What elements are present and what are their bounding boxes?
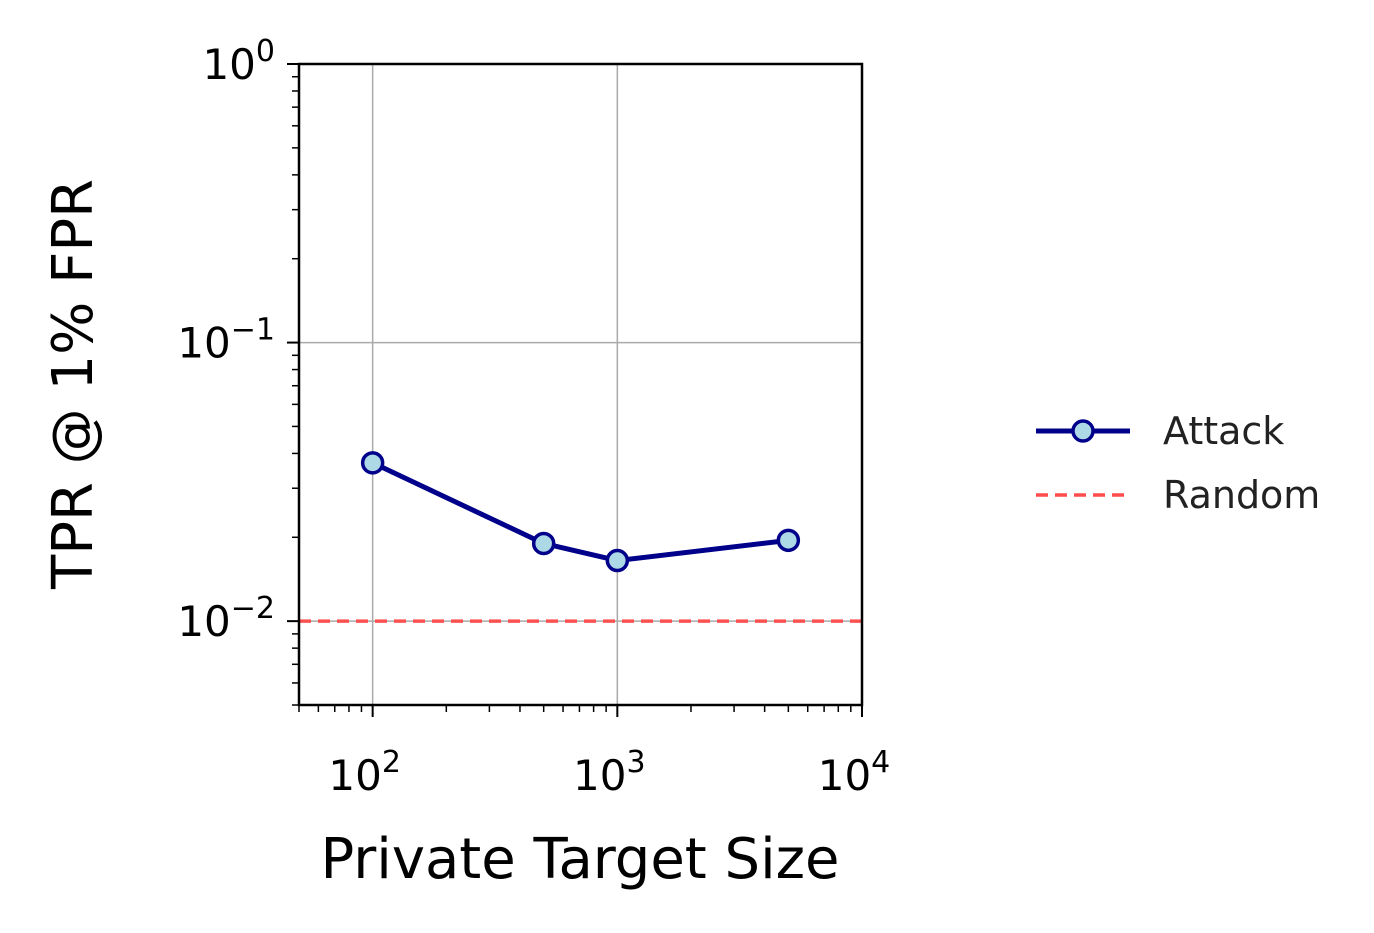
plot-frame <box>297 62 864 707</box>
tick-labels: 102 103 104 10−2 10−1 100 <box>177 34 890 800</box>
x-axis-label: Private Target Size <box>320 827 839 892</box>
grid-lines <box>299 64 863 705</box>
x-tick-label: 102 <box>328 745 401 800</box>
y-axis-label: TPR @ 1% FPR <box>41 179 106 590</box>
legend-attack-marker <box>1071 419 1095 443</box>
series-layer <box>360 451 801 573</box>
attack-series-line <box>371 460 789 564</box>
legend-attack-label: Attack <box>1163 409 1284 453</box>
y-tick-label: 10−2 <box>177 591 275 646</box>
x-tick-label: 104 <box>818 745 891 800</box>
y-tick-label: 100 <box>202 34 275 89</box>
attack-data-point <box>605 548 630 573</box>
x-tick-label: 103 <box>573 745 646 800</box>
y-tick-label: 10−1 <box>177 313 275 368</box>
attack-data-point <box>360 451 385 475</box>
legend-random-label: Random <box>1163 473 1320 517</box>
attack-data-point <box>531 531 556 556</box>
legend: Attack Random <box>1036 409 1320 517</box>
tick-marks <box>287 63 863 717</box>
attack-data-point <box>776 528 801 553</box>
